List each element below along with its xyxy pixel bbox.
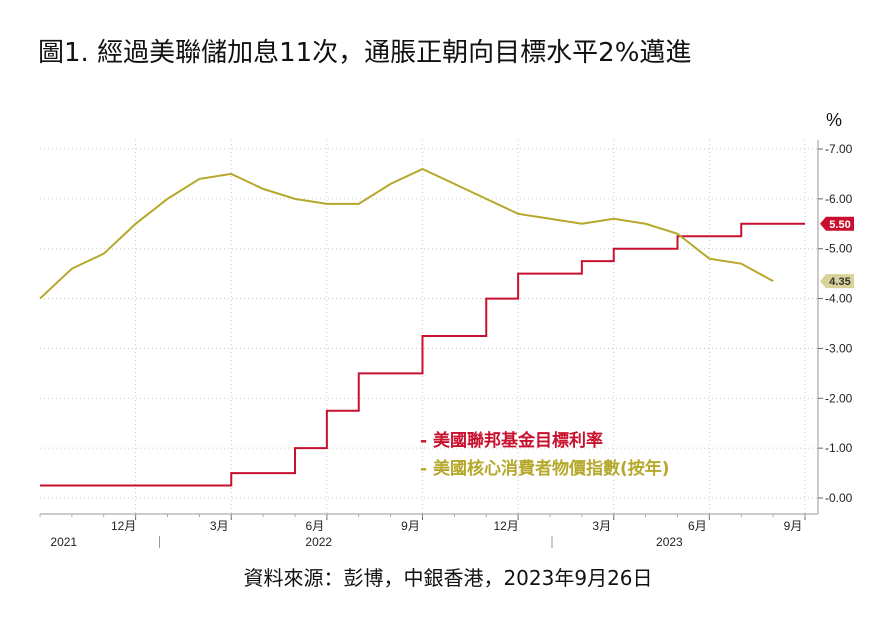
- y-tick-label: -3.00: [825, 341, 853, 355]
- x-tick-label: 3月: [210, 519, 229, 533]
- x-tick-label: 6月: [688, 519, 707, 533]
- x-tick-label: 12月: [111, 519, 136, 533]
- y-tick-label: -4.00: [825, 292, 853, 306]
- x-year-label: 2023: [656, 535, 683, 549]
- x-tick-label: 9月: [401, 519, 420, 533]
- x-tick-label: 3月: [592, 519, 611, 533]
- y-tick-label: -6.00: [825, 192, 853, 206]
- x-tick-label: 9月: [784, 519, 803, 533]
- end-label-fed-rate-bg: [820, 216, 854, 231]
- end-label-fed-rate: 5.50: [829, 219, 850, 231]
- chart-title: 圖1. 經過美聯儲加息11次，通脹正朝向目標水平2%邁進: [38, 38, 692, 68]
- y-tick-label: -5.00: [825, 242, 853, 256]
- source-note: 資料來源：彭博，中銀香港，2023年9月26日: [243, 566, 653, 590]
- series-line-core-cpi: [39, 167, 774, 300]
- y-unit-label: %: [826, 110, 842, 130]
- x-tick-label: 6月: [306, 519, 325, 533]
- y-tick-label: -2.00: [825, 391, 853, 405]
- y-tick-label: -1.00: [825, 441, 853, 455]
- x-year-label: 2021: [50, 535, 77, 549]
- series-line-fed-rate: [40, 222, 805, 487]
- end-label-core-cpi-bg: [820, 274, 854, 289]
- y-tick-label: -7.00: [825, 142, 853, 156]
- x-tick-label: 12月: [493, 519, 518, 533]
- y-tick-label: -0.00: [825, 491, 853, 505]
- x-year-label: 2022: [305, 535, 332, 549]
- legend-entry-core-cpi: - 美國核心消費者物價指數(按年): [420, 458, 670, 479]
- end-label-core-cpi: 4.35: [829, 276, 850, 288]
- legend-entry-fed-rate: - 美國聯邦基金目標利率: [420, 430, 603, 451]
